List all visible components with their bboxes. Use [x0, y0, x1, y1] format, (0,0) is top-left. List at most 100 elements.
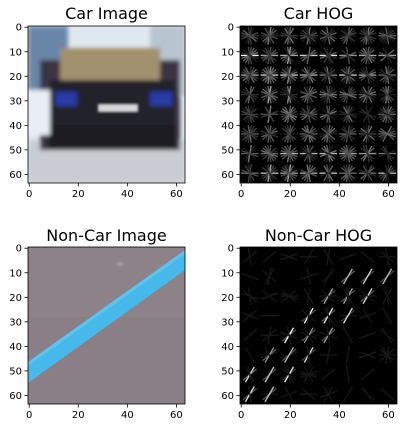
hog-stroke — [323, 307, 334, 324]
hog-stroke — [378, 130, 396, 138]
x-axis: 0 20 40 60 — [26, 404, 183, 421]
hog-stroke — [319, 331, 337, 339]
y-tick-label: 30 — [221, 317, 234, 328]
y-tick-label: 10 — [9, 47, 22, 58]
panel-noncar-image: Non-Car Image 0 20 40 60 0 10 20 30 40 50 60 — [9, 226, 186, 421]
y-tick-label: 40 — [9, 342, 22, 353]
hog-stroke — [342, 307, 353, 324]
hog-stroke — [319, 32, 337, 40]
hog-stroke — [306, 267, 311, 286]
hog-stroke — [319, 91, 337, 99]
hog-car — [240, 26, 397, 183]
hog-stroke — [241, 169, 259, 177]
hog-stroke — [340, 127, 356, 141]
x-tick-label: 0 — [26, 410, 32, 421]
hog-stroke — [319, 71, 337, 79]
y-tick-label: 10 — [221, 268, 234, 279]
hog-stroke — [300, 130, 318, 138]
hog-stroke — [326, 346, 331, 364]
hog-stroke — [303, 248, 314, 265]
y-tick-label: 50 — [9, 366, 22, 377]
hog-stroke — [359, 130, 377, 138]
x-tick-label: 0 — [238, 410, 244, 421]
hog-stroke — [306, 346, 311, 364]
hog-stroke — [340, 29, 356, 43]
x-tick-label: 40 — [333, 410, 346, 421]
hog-stroke — [284, 346, 295, 363]
hog-stroke — [241, 91, 259, 99]
hog-stroke — [359, 110, 377, 118]
y-tick-label: 20 — [221, 293, 234, 304]
hog-stroke — [280, 32, 298, 40]
hog-stroke — [260, 130, 278, 138]
hog-stroke — [301, 387, 316, 401]
hog-stroke — [378, 71, 396, 79]
x-tick-label: 60 — [170, 189, 183, 200]
hog-stroke — [382, 268, 393, 285]
hog-stroke — [378, 110, 396, 118]
hog-stroke — [284, 386, 295, 403]
hog-stroke — [281, 127, 297, 141]
hog-stroke — [342, 386, 353, 403]
hog-stroke — [321, 127, 336, 141]
hog-stroke — [360, 289, 375, 303]
hog-stroke — [284, 47, 295, 64]
x-tick-label: 20 — [284, 189, 297, 200]
hog-stroke — [242, 329, 258, 342]
noncar-image — [28, 247, 185, 404]
hog-stroke — [340, 166, 356, 180]
x-tick-label: 0 — [238, 189, 244, 200]
hog-stroke — [241, 312, 259, 320]
hog-stroke — [280, 292, 298, 300]
y-tick-label: 50 — [221, 366, 234, 377]
hog-stroke — [359, 331, 377, 339]
panel-title: Car HOG — [284, 4, 354, 23]
hog-stroke — [321, 289, 336, 303]
hog-stroke — [300, 331, 318, 339]
hog-stroke — [379, 147, 395, 160]
hog-stroke — [362, 268, 373, 285]
hog-stroke — [300, 91, 318, 99]
hog-stroke — [323, 268, 334, 285]
hog-stroke — [267, 326, 272, 345]
panel-title: Non-Car HOG — [265, 226, 372, 245]
y-tick-label: 0 — [228, 23, 234, 34]
hog-stroke — [319, 51, 337, 60]
x-tick-label: 60 — [382, 410, 395, 421]
y-axis: 0 10 20 30 40 50 60 — [221, 23, 240, 181]
y-tick-label: 30 — [9, 317, 22, 328]
hog-stroke — [379, 348, 395, 362]
y-axis: 0 10 20 30 40 50 60 — [9, 23, 28, 181]
hog-stroke — [342, 327, 353, 344]
y-tick-label: 40 — [221, 121, 234, 132]
x-tick-label: 40 — [121, 410, 134, 421]
y-tick-label: 20 — [221, 72, 234, 83]
hog-stroke — [260, 32, 278, 40]
hog-stroke — [321, 368, 336, 381]
y-tick-label: 20 — [9, 293, 22, 304]
hog-stroke — [260, 71, 278, 79]
hog-stroke — [345, 346, 351, 364]
hog-stroke — [379, 387, 395, 401]
x-tick-label: 60 — [170, 410, 183, 421]
hog-stroke — [241, 130, 259, 138]
hog-stroke — [359, 169, 377, 177]
hog-stroke — [303, 288, 314, 305]
hog-stroke — [359, 51, 377, 60]
hog-stroke — [260, 149, 278, 158]
x-tick-label: 40 — [121, 189, 134, 200]
x-tick-label: 40 — [333, 189, 346, 200]
hog-stroke — [264, 346, 275, 363]
hog-stroke — [342, 268, 353, 285]
panel-noncar-hog: Non-Car HOG 0 20 40 60 0 10 20 30 40 50 60 — [221, 226, 398, 421]
y-tick-label: 0 — [228, 244, 234, 255]
x-tick-label: 20 — [72, 189, 85, 200]
y-axis: 0 10 20 30 40 50 60 — [221, 244, 240, 402]
hog-stroke — [241, 51, 259, 60]
x-tick-label: 0 — [26, 189, 32, 200]
hog-stroke — [379, 329, 395, 342]
x-tick-label: 20 — [72, 410, 85, 421]
hog-stroke — [264, 106, 275, 123]
hog-stroke — [360, 250, 375, 264]
hog-stroke — [300, 169, 318, 177]
